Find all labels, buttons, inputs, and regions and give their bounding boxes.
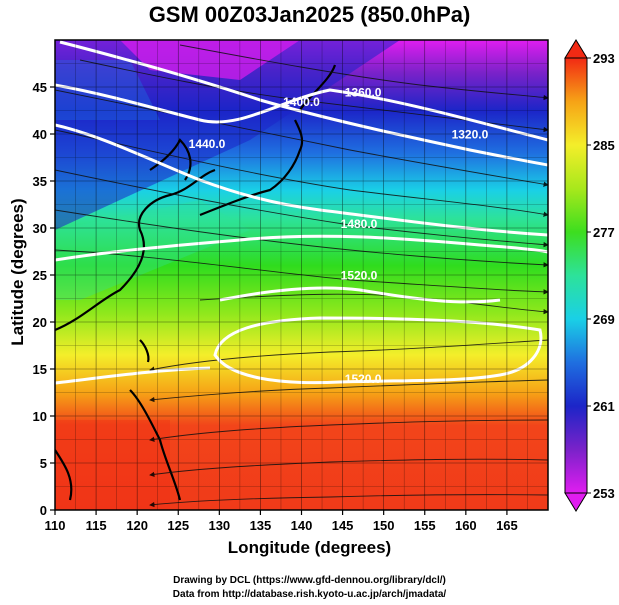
y-tick-label: 15	[33, 362, 47, 377]
colorbar-frame	[564, 57, 588, 494]
cool-air-region	[55, 60, 160, 120]
x-tick-label: 130	[208, 518, 230, 533]
china-coastline	[55, 168, 216, 332]
contour-line-1520-north	[219, 286, 501, 304]
y-tick-label: 0	[40, 503, 47, 518]
colorbar-top-triangle	[564, 39, 588, 59]
warm-air-region	[55, 420, 170, 510]
x-tick-label: 150	[373, 518, 395, 533]
y-tick-label: 20	[33, 315, 47, 330]
contour-line-1360-1400	[55, 83, 548, 142]
colorbar-tick-label: 261	[593, 399, 615, 414]
x-tick-label: 145	[332, 518, 354, 533]
x-tick-label: 120	[126, 518, 148, 533]
y-tick-label: 35	[33, 174, 47, 189]
x-tick-label: 140	[291, 518, 313, 533]
contour-label: 1440.0	[189, 137, 226, 151]
x-tick-label: 125	[167, 518, 189, 533]
korean-peninsula	[149, 138, 192, 181]
y-axis-ticks: 0 5 10 15 20 25 30 35 40 45	[33, 80, 55, 518]
contour-line-1480	[55, 234, 548, 262]
x-tick-label: 165	[496, 518, 518, 533]
philippines-coastline	[129, 389, 182, 501]
y-tick-label: 30	[33, 221, 47, 236]
credit-data-source: Data from http://database.rish.kyoto-u.a…	[172, 589, 447, 600]
colorbar: 293 285 277 269 261 253	[564, 39, 615, 512]
contour-label: 1520.0	[345, 372, 382, 386]
cold-air-mass	[55, 40, 400, 230]
colorbar-tick-label: 277	[593, 225, 615, 240]
colorbar-ticks: 293 285 277 269 261 253	[587, 51, 615, 501]
contour-labels: 1360.0 1400.0 1320.0 1440.0 1480.0 1520.0 1520…	[189, 85, 489, 386]
x-axis-label: Longitude (degrees)	[227, 538, 392, 557]
colorbar-tick-label: 253	[593, 486, 615, 501]
chart-title: GSM 00Z03Jan2025 (850.0hPa)	[148, 2, 471, 27]
credit-drawing: Drawing by DCL (https://www.gfd-dennou.o…	[173, 575, 446, 586]
gridlines	[55, 40, 548, 510]
y-tick-label: 5	[40, 456, 47, 471]
taiwan-coastline	[139, 339, 150, 363]
coastlines	[55, 64, 337, 501]
colorbar-gradient	[565, 58, 587, 493]
contour-line-1520-high	[213, 316, 543, 385]
height-contours	[55, 40, 548, 385]
contour-label: 1520.0	[341, 269, 378, 283]
contour-line-1440	[55, 123, 548, 237]
x-tick-label: 115	[86, 518, 107, 533]
contour-label: 1400.0	[283, 95, 320, 109]
x-axis-ticks: 110 115 120 125 130 135 140 145 150 155 160 165	[45, 510, 518, 533]
contour-line-1320	[59, 40, 548, 167]
contour-label: 1320.0	[452, 128, 489, 142]
wind-streamlines	[55, 44, 548, 508]
x-tick-label: 160	[455, 518, 477, 533]
y-tick-label: 45	[33, 80, 47, 95]
contour-label: 1360.0	[345, 85, 382, 99]
y-tick-label: 40	[33, 127, 47, 142]
y-tick-label: 25	[33, 268, 47, 283]
colorbar-tick-label: 285	[593, 138, 615, 153]
hokkaido-coastline	[299, 64, 337, 111]
colorbar-tick-label: 269	[593, 312, 615, 327]
x-tick-label: 155	[414, 518, 436, 533]
colorbar-tick-label: 293	[593, 51, 615, 66]
y-tick-label: 10	[33, 409, 47, 424]
x-tick-label: 110	[45, 518, 66, 533]
contour-label: 1480.0	[341, 217, 378, 231]
x-tick-label: 135	[250, 518, 272, 533]
colorbar-bottom-triangle	[564, 492, 588, 512]
indochina-coastline	[55, 449, 73, 501]
